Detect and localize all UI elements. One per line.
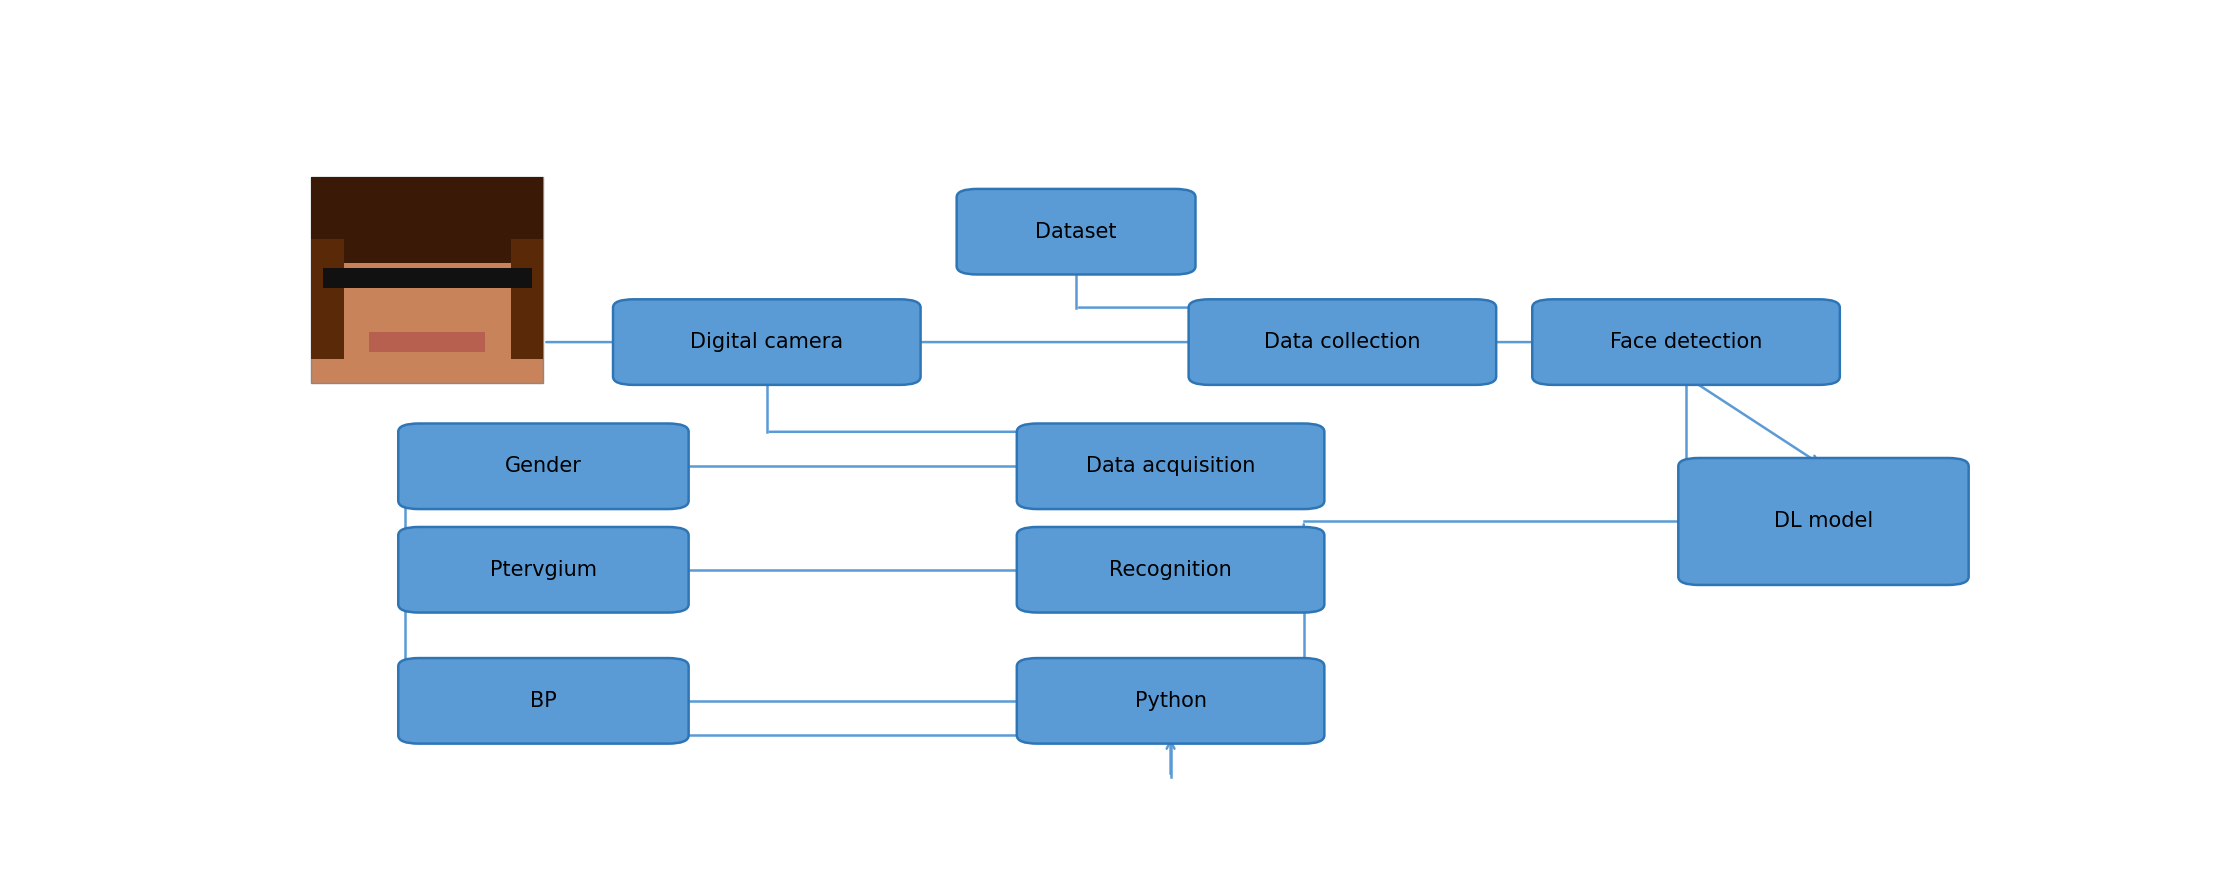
FancyBboxPatch shape: [1018, 527, 1324, 613]
Text: DL model: DL model: [1774, 512, 1873, 531]
Bar: [370, 332, 486, 352]
FancyBboxPatch shape: [1018, 658, 1324, 744]
Text: Data acquisition: Data acquisition: [1086, 456, 1255, 477]
Text: Python: Python: [1135, 691, 1206, 711]
Text: Ptervgium: Ptervgium: [490, 560, 596, 580]
FancyBboxPatch shape: [1678, 458, 1969, 585]
Text: BP: BP: [530, 691, 556, 711]
FancyBboxPatch shape: [1018, 424, 1324, 509]
Text: Recognition: Recognition: [1108, 560, 1233, 580]
Bar: [310, 177, 543, 263]
FancyBboxPatch shape: [399, 658, 689, 744]
FancyBboxPatch shape: [1188, 299, 1496, 385]
FancyBboxPatch shape: [1532, 299, 1840, 385]
FancyBboxPatch shape: [614, 299, 920, 385]
FancyBboxPatch shape: [958, 189, 1195, 274]
FancyBboxPatch shape: [399, 527, 689, 613]
Bar: [324, 268, 532, 289]
Text: Digital camera: Digital camera: [689, 332, 842, 352]
Bar: [310, 177, 543, 383]
Text: Face detection: Face detection: [1610, 332, 1763, 352]
Text: Dataset: Dataset: [1035, 221, 1117, 242]
Bar: [310, 238, 344, 358]
Bar: [510, 238, 543, 358]
FancyBboxPatch shape: [399, 424, 689, 509]
Text: Gender: Gender: [505, 456, 581, 477]
Text: Data collection: Data collection: [1264, 332, 1421, 352]
